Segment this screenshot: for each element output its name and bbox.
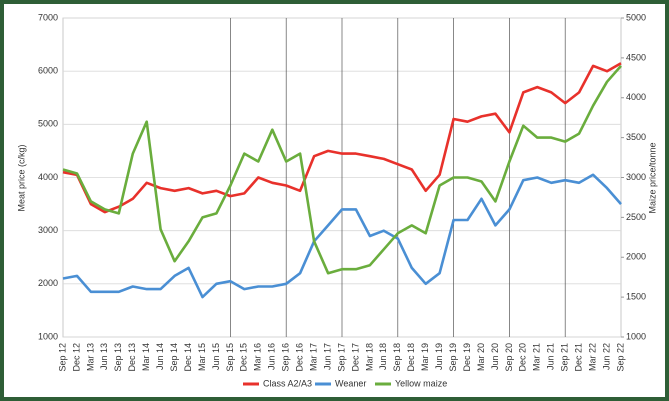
x-tick-label: Dec 17 xyxy=(350,343,360,372)
x-tick-label: Mar 21 xyxy=(532,343,542,371)
x-tick-label: Dec 19 xyxy=(462,343,472,372)
y2-tick-label: 1500 xyxy=(626,292,646,302)
x-tick-label: Jun 17 xyxy=(322,343,332,370)
x-tick-label: Jun 19 xyxy=(434,343,444,370)
x-tick-label: Jun 20 xyxy=(490,343,500,370)
x-tick-label: Dec 20 xyxy=(518,343,528,372)
y-tick-label: 1000 xyxy=(38,331,58,341)
y2-tick-label: 4500 xyxy=(626,52,646,62)
x-tick-label: Dec 21 xyxy=(574,343,584,372)
x-tick-label: Mar 19 xyxy=(420,343,430,371)
y-tick-label: 4000 xyxy=(38,172,58,182)
x-tick-label: Sep 18 xyxy=(392,343,402,372)
legend-label: Class A2/A3 xyxy=(263,378,312,388)
series-line xyxy=(62,65,622,275)
x-tick-label: Mar 14 xyxy=(141,343,151,371)
x-tick-label: Sep 13 xyxy=(113,343,123,372)
x-tick-label: Mar 16 xyxy=(253,343,263,371)
y2-tick-label: 3500 xyxy=(626,132,646,142)
x-tick-label: Sep 15 xyxy=(225,343,235,372)
series-line xyxy=(62,173,622,299)
y2-tick-label: 2500 xyxy=(626,212,646,222)
x-tick-label: Dec 16 xyxy=(295,343,305,372)
y-tick-label: 6000 xyxy=(38,66,58,76)
y-tick-label: 2000 xyxy=(38,278,58,288)
x-tick-label: Dec 13 xyxy=(127,343,137,372)
y-axis-label: Meat price (c/kg) xyxy=(16,144,26,211)
x-tick-label: Jun 14 xyxy=(155,343,165,370)
x-tick-label: Mar 13 xyxy=(85,343,95,371)
y-tick-label: 7000 xyxy=(38,12,58,22)
y2-tick-label: 5000 xyxy=(626,12,646,22)
y2-tick-label: 3000 xyxy=(626,172,646,182)
x-tick-label: Jun 21 xyxy=(546,343,556,370)
legend-label: Yellow maize xyxy=(395,378,447,388)
x-tick-label: Mar 22 xyxy=(587,343,597,371)
y2-tick-label: 4000 xyxy=(626,92,646,102)
x-tick-label: Sep 16 xyxy=(281,343,291,372)
x-tick-label: Dec 18 xyxy=(406,343,416,372)
x-tick-label: Jun 13 xyxy=(99,343,109,370)
legend-label: Weaner xyxy=(335,378,366,388)
x-tick-label: Dec 14 xyxy=(183,343,193,372)
x-tick-label: Mar 18 xyxy=(364,343,374,371)
y-tick-label: 3000 xyxy=(38,225,58,235)
x-tick-label: Dec 12 xyxy=(71,343,81,372)
x-tick-label: Sep 19 xyxy=(448,343,458,372)
x-tick-label: Jun 18 xyxy=(378,343,388,370)
y2-tick-label: 1000 xyxy=(626,331,646,341)
x-tick-label: Sep 21 xyxy=(560,343,570,372)
x-tick-label: Sep 22 xyxy=(615,343,625,372)
x-tick-label: Jun 16 xyxy=(267,343,277,370)
y2-tick-label: 2000 xyxy=(626,252,646,262)
x-tick-label: Sep 17 xyxy=(336,343,346,372)
y-tick-label: 5000 xyxy=(38,119,58,129)
x-tick-label: Dec 15 xyxy=(239,343,249,372)
x-tick-label: Sep 12 xyxy=(57,343,67,372)
x-tick-label: Mar 15 xyxy=(197,343,207,371)
x-tick-label: Jun 22 xyxy=(601,343,611,370)
x-tick-label: Mar 17 xyxy=(308,343,318,371)
x-tick-label: Jun 15 xyxy=(211,343,221,370)
x-tick-label: Mar 20 xyxy=(476,343,486,371)
x-tick-label: Sep 20 xyxy=(504,343,514,372)
x-tick-label: Sep 14 xyxy=(169,343,179,372)
y2-axis-label: Maize price/tonne xyxy=(647,142,657,213)
